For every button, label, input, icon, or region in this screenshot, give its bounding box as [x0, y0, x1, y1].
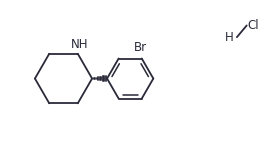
Text: Br: Br — [134, 41, 147, 54]
Text: NH: NH — [70, 38, 88, 51]
Text: H: H — [225, 31, 234, 44]
Text: Cl: Cl — [247, 19, 259, 32]
